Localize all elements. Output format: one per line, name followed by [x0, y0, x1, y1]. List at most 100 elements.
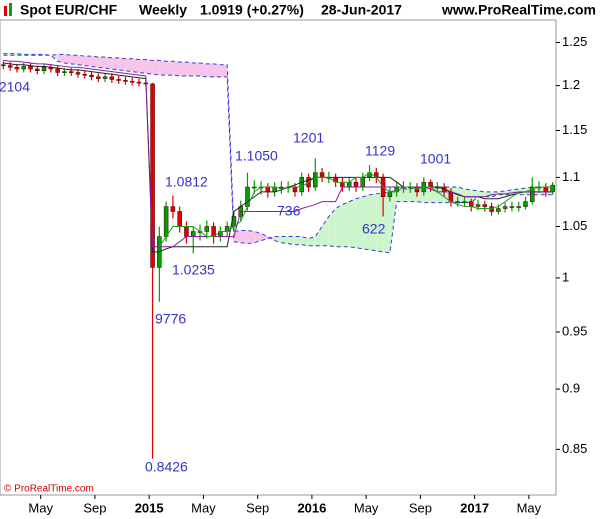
- cloud-fill: [200, 62, 207, 77]
- cloud-fill: [349, 198, 356, 248]
- candle-body: [509, 206, 515, 208]
- candle-body: [292, 186, 298, 193]
- cloud-fill: [91, 56, 99, 68]
- cloud-fill: [383, 191, 390, 253]
- candle-body: [89, 74, 94, 78]
- cloud-fill: [57, 54, 65, 63]
- cloud-fill: [233, 230, 241, 243]
- cloud-fill: [362, 194, 370, 250]
- candle-body: [428, 181, 433, 188]
- cloud-fill: [369, 193, 377, 251]
- candle-body: [116, 79, 121, 81]
- cloud-fill: [464, 188, 472, 203]
- candle-body: [482, 204, 488, 207]
- cloud-fill: [71, 55, 78, 65]
- annotation: 736: [277, 203, 301, 219]
- candle-body: [502, 206, 508, 209]
- x-tick-label: May: [517, 500, 542, 515]
- cloud-fill: [179, 62, 187, 76]
- cloud-fill: [145, 59, 153, 75]
- candle-body: [550, 184, 555, 193]
- indicator-line: [3, 59, 553, 248]
- annotation: 1.2104: [0, 79, 30, 95]
- period: Weekly: [139, 2, 187, 18]
- annotation: 1.0812: [165, 174, 208, 190]
- x-tick-label: May: [354, 500, 379, 515]
- cloud-fill: [240, 230, 248, 244]
- cloud-fill: [328, 208, 336, 247]
- annotation: 1201: [293, 130, 324, 146]
- y-tick-label: 1.2: [562, 77, 580, 92]
- candle-body: [68, 71, 74, 73]
- cloud-fill: [315, 226, 323, 246]
- candle-body: [265, 186, 271, 193]
- candle-body: [468, 201, 474, 207]
- candle-body: [55, 68, 60, 73]
- annotation: 0.8426: [145, 459, 188, 475]
- candle-body: [299, 177, 304, 193]
- candle-body: [129, 80, 135, 83]
- y-tick-label: 1.25: [562, 34, 587, 49]
- candle-body: [353, 181, 359, 188]
- cloud-fill: [186, 62, 194, 76]
- cloud-fill: [77, 55, 85, 66]
- candle-body: [455, 201, 460, 203]
- x-tick-label: 2017: [460, 500, 489, 515]
- candle-body: [462, 201, 467, 203]
- x-tick-label: May: [191, 500, 216, 515]
- cloud-fill: [84, 56, 92, 67]
- cloud-fill: [64, 54, 72, 64]
- x-tick-label: Sep: [246, 500, 269, 515]
- candle-body: [252, 186, 257, 189]
- candle-body: [14, 67, 20, 70]
- candle-body: [62, 71, 67, 73]
- source: www.ProRealTime.com: [441, 2, 596, 18]
- annotation: 1129: [365, 143, 395, 159]
- candle-body: [346, 181, 352, 188]
- cloud-fill: [193, 62, 201, 76]
- cloud-fill: [166, 61, 173, 76]
- logo: [4, 3, 12, 16]
- cloud-fill: [152, 60, 160, 76]
- cloud-fill: [139, 59, 146, 74]
- cloud-fill: [355, 196, 363, 249]
- candle-body: [360, 177, 366, 188]
- cloud-fill: [261, 233, 268, 241]
- cloud-fill: [118, 57, 126, 71]
- cloud-fill: [98, 56, 106, 69]
- cloud-fill: [288, 236, 295, 245]
- annotation: 1001: [420, 151, 451, 167]
- candle-body: [496, 208, 501, 212]
- cloud-fill: [274, 236, 282, 243]
- x-tick-label: 2015: [135, 500, 164, 515]
- y-tick-label: 1: [562, 269, 569, 284]
- candle-body: [150, 83, 155, 268]
- x-tick-label: Sep: [83, 500, 106, 515]
- y-tick-label: 0.85: [562, 441, 587, 456]
- candle-body: [319, 172, 325, 178]
- cloud-fill: [159, 60, 167, 76]
- cloud-fill: [322, 216, 329, 246]
- candle-body: [21, 66, 26, 70]
- cloud-fill: [172, 61, 180, 76]
- cloud-fill: [281, 236, 289, 244]
- candle-body: [387, 191, 393, 197]
- cloud-fill: [376, 192, 384, 252]
- cloud-fill: [132, 58, 139, 73]
- date: 28-Jun-2017: [321, 2, 402, 18]
- candle-body: [204, 226, 210, 232]
- footer: © ProRealTime.com: [4, 484, 94, 495]
- plot-area: 1.2104 1.1050 1.0812 1.0235 9776 0.8426 1201 11…: [0, 53, 556, 475]
- candle-body: [279, 186, 284, 189]
- cloud-fill: [389, 189, 397, 253]
- candle-body: [340, 181, 345, 188]
- candle-body: [313, 172, 318, 188]
- last-price: 1.0919 (+0.27%): [200, 2, 304, 18]
- candle-body: [184, 226, 189, 237]
- candle-body: [170, 206, 176, 212]
- candle-body: [41, 67, 47, 72]
- cloud-fill: [396, 188, 404, 202]
- cloud-fill: [403, 188, 411, 202]
- cloud-fill: [206, 63, 214, 77]
